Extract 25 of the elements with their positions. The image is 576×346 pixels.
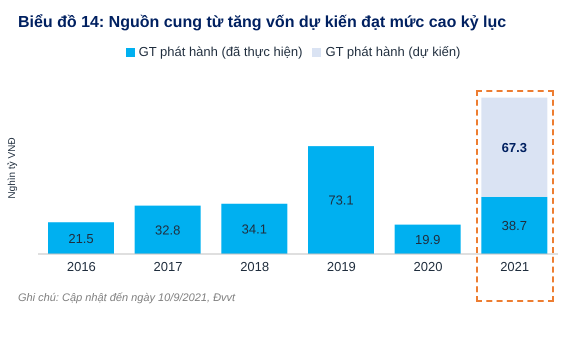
- legend-label: GT phát hành (đã thực hiện): [138, 44, 302, 59]
- chart-title: Biểu đồ 14: Nguồn cung từ tăng vốn dự kiến đạt mức cao kỷ lục: [17, 13, 508, 33]
- data-label: 21.5: [68, 230, 94, 246]
- x-tick-label: 2018: [240, 259, 270, 274]
- data-label: 19.9: [415, 232, 440, 247]
- data-label: 73.1: [328, 192, 354, 208]
- bar: [394, 224, 461, 254]
- x-tick-label: 2016: [66, 259, 96, 274]
- data-label: 32.8: [155, 222, 180, 238]
- x-tick-label: 2019: [326, 259, 356, 274]
- legend-label: GT phát hành (dự kiến): [325, 44, 460, 59]
- y-axis-title: Nghìn tỷ VNĐ: [7, 137, 18, 199]
- bar: [221, 204, 288, 254]
- x-tick-label: 2021: [500, 259, 530, 274]
- bar: [134, 206, 201, 254]
- bar: [481, 196, 548, 254]
- text: Ghi chú: Cập nhật đến ngày 10/9/2021, Đvvt: [17, 292, 236, 304]
- bar: [48, 222, 114, 254]
- bar: [308, 146, 374, 254]
- data-label: 67.3: [502, 140, 527, 155]
- x-tick-label: 2017: [154, 259, 182, 274]
- data-label: 34.1: [242, 221, 267, 236]
- bar: [481, 98, 548, 197]
- x-tick-label: 2020: [414, 259, 442, 274]
- data-label: 38.7: [502, 218, 527, 234]
